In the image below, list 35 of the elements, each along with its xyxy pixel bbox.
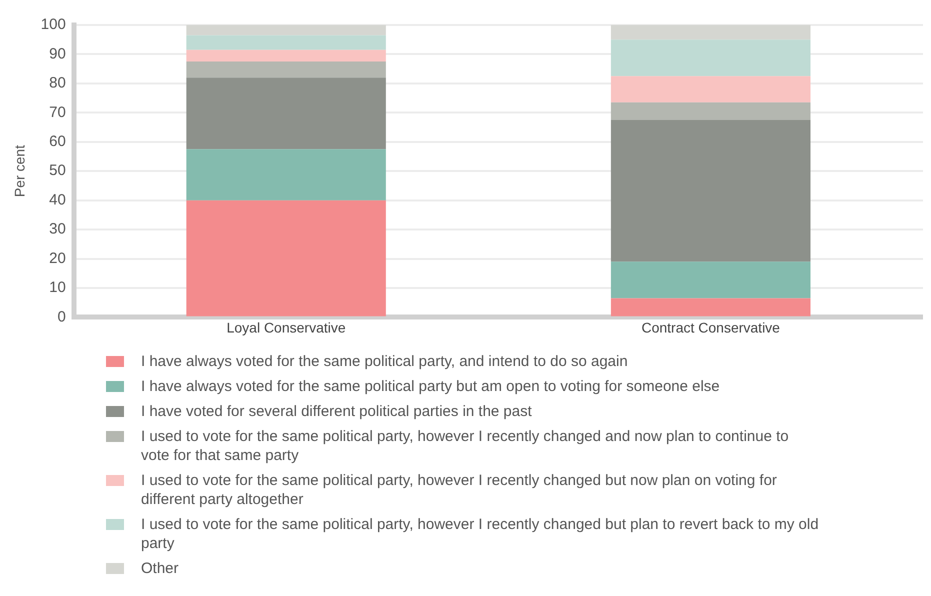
bar <box>610 76 810 102</box>
y-tick-label: 10 <box>49 279 66 296</box>
bar <box>186 25 386 36</box>
legend-label: I used to vote for the same political party, however I recently changed and now plan to continue to vote for that same party <box>141 427 790 465</box>
legend-label: I have always voted for the same political party, and intend to do so again <box>141 352 628 371</box>
bar <box>186 200 386 316</box>
legend-label: I have voted for several different political parties in the past <box>141 402 532 421</box>
y-tick-label: 100 <box>40 16 66 34</box>
bar <box>610 298 810 316</box>
bar <box>610 120 810 262</box>
legend-label: Other <box>141 559 179 578</box>
bar <box>610 102 810 120</box>
bar <box>186 78 386 150</box>
x-tick-label: Loyal Conservative <box>226 319 346 336</box>
bar <box>610 25 810 40</box>
legend-label: I used to vote for the same political party, however I recently changed but plan to revert back to my old party <box>141 515 820 553</box>
y-tick-label: 60 <box>49 133 66 150</box>
x-tick-label: Contract Conservative <box>641 319 780 336</box>
y-tick-label: 50 <box>49 162 66 180</box>
legend-label: I used to vote for the same political party, however I recently changed but now plan on voting for different party altogether <box>141 471 778 509</box>
y-tick-label: 30 <box>49 220 66 238</box>
bar <box>186 35 386 50</box>
y-tick-label: 40 <box>49 191 66 208</box>
bar <box>610 262 810 298</box>
bar <box>186 62 386 78</box>
bar <box>610 40 810 76</box>
y-tick-label: 20 <box>49 250 66 267</box>
y-tick-label: 80 <box>49 74 66 92</box>
bar <box>186 149 386 200</box>
y-tick-label: 90 <box>49 45 66 62</box>
legend-label: I have always voted for the same political party but am open to voting for someone else <box>141 377 720 396</box>
bar <box>186 50 386 62</box>
y-tick-label: 70 <box>49 104 66 121</box>
y-axis-title: Per cent <box>11 144 28 198</box>
y-tick-label: 0 <box>57 308 66 326</box>
